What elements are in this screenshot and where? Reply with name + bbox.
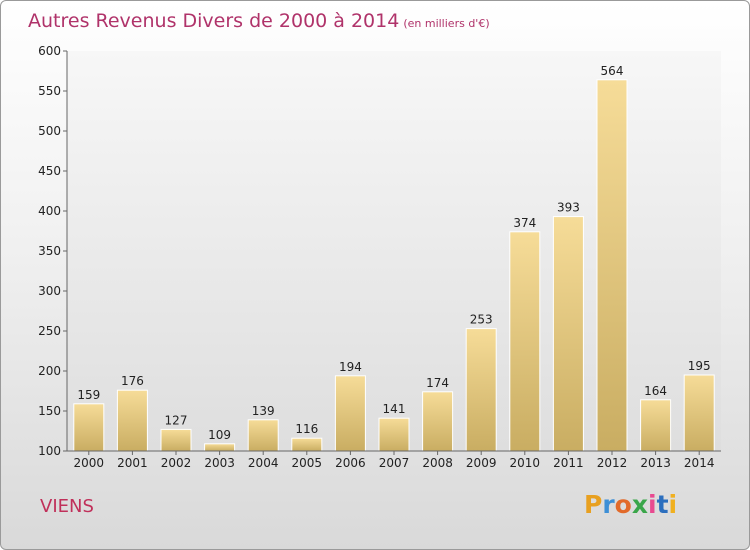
bar-2008 xyxy=(422,391,454,452)
logo-letter: P xyxy=(584,490,603,519)
bar-value-label: 393 xyxy=(557,201,580,215)
y-tick-label: 500 xyxy=(38,124,61,138)
x-tick-label: 2004 xyxy=(248,456,279,470)
bar-value-label: 174 xyxy=(426,376,449,390)
y-tick-label: 300 xyxy=(38,284,61,298)
x-tick-label: 2001 xyxy=(117,456,148,470)
bar-2001 xyxy=(116,389,148,452)
bar-2010 xyxy=(509,231,541,452)
y-tick-label: 200 xyxy=(38,364,61,378)
bar-2005 xyxy=(291,437,323,452)
logo-letter: t xyxy=(656,490,669,519)
x-tick-label: 2007 xyxy=(379,456,410,470)
logo-letter: i xyxy=(648,490,657,519)
x-tick-label: 2010 xyxy=(510,456,541,470)
bar-value-label: 253 xyxy=(470,313,493,327)
chart-title-text: Autres Revenus Divers de 2000 à 2014 xyxy=(28,10,400,32)
x-tick-label: 2009 xyxy=(466,456,497,470)
x-tick-label: 2008 xyxy=(422,456,453,470)
x-tick-label: 2006 xyxy=(335,456,366,470)
x-tick-label: 2011 xyxy=(553,456,584,470)
x-tick-label: 2014 xyxy=(684,456,715,470)
bar-2002 xyxy=(160,428,192,452)
commune-name: VIENS xyxy=(40,496,94,517)
bar-value-label: 116 xyxy=(295,422,318,436)
x-tick-label: 2000 xyxy=(74,456,105,470)
logo-letter: r xyxy=(602,490,615,519)
bar-value-label: 109 xyxy=(208,428,231,442)
chart-title: Autres Revenus Divers de 2000 à 2014 (en … xyxy=(28,10,490,32)
bar-value-label: 159 xyxy=(77,388,100,402)
bar-value-label: 564 xyxy=(601,64,624,78)
bar-2003 xyxy=(204,443,236,452)
bar-2012 xyxy=(596,79,628,452)
y-tick-label: 250 xyxy=(38,324,61,338)
x-tick-label: 2002 xyxy=(161,456,192,470)
bar-2000 xyxy=(73,403,105,452)
bar-value-label: 139 xyxy=(252,404,275,418)
bar-value-label: 164 xyxy=(644,384,667,398)
logo-letter: x xyxy=(631,490,648,519)
chart-subtitle: (en milliers d'€) xyxy=(403,17,490,30)
bar-value-label: 176 xyxy=(121,374,144,388)
y-tick-label: 100 xyxy=(38,444,61,458)
y-tick-label: 550 xyxy=(38,84,61,98)
bar-value-label: 195 xyxy=(688,359,711,373)
x-tick-label: 2012 xyxy=(597,456,628,470)
x-tick-label: 2005 xyxy=(292,456,323,470)
bar-value-label: 141 xyxy=(383,402,406,416)
bar-2014 xyxy=(683,374,715,452)
bar-2007 xyxy=(378,417,410,452)
bar-2004 xyxy=(247,419,279,452)
logo-letter: o xyxy=(614,490,632,519)
y-tick-label: 450 xyxy=(38,164,61,178)
logo-letter: i xyxy=(668,490,678,519)
bar-2009 xyxy=(465,328,497,452)
x-tick-label: 2013 xyxy=(640,456,671,470)
bar-2013 xyxy=(640,399,672,452)
bar-value-label: 194 xyxy=(339,360,362,374)
y-tick-label: 150 xyxy=(38,404,61,418)
bar-2006 xyxy=(334,375,366,452)
bar-2011 xyxy=(552,216,584,452)
x-tick-label: 2003 xyxy=(204,456,235,470)
proxiti-logo: Proxiti xyxy=(584,490,677,519)
bar-value-label: 127 xyxy=(165,413,188,427)
y-tick-label: 400 xyxy=(38,204,61,218)
y-tick-label: 600 xyxy=(38,44,61,58)
bar-value-label: 374 xyxy=(513,216,536,230)
y-tick-label: 350 xyxy=(38,244,61,258)
